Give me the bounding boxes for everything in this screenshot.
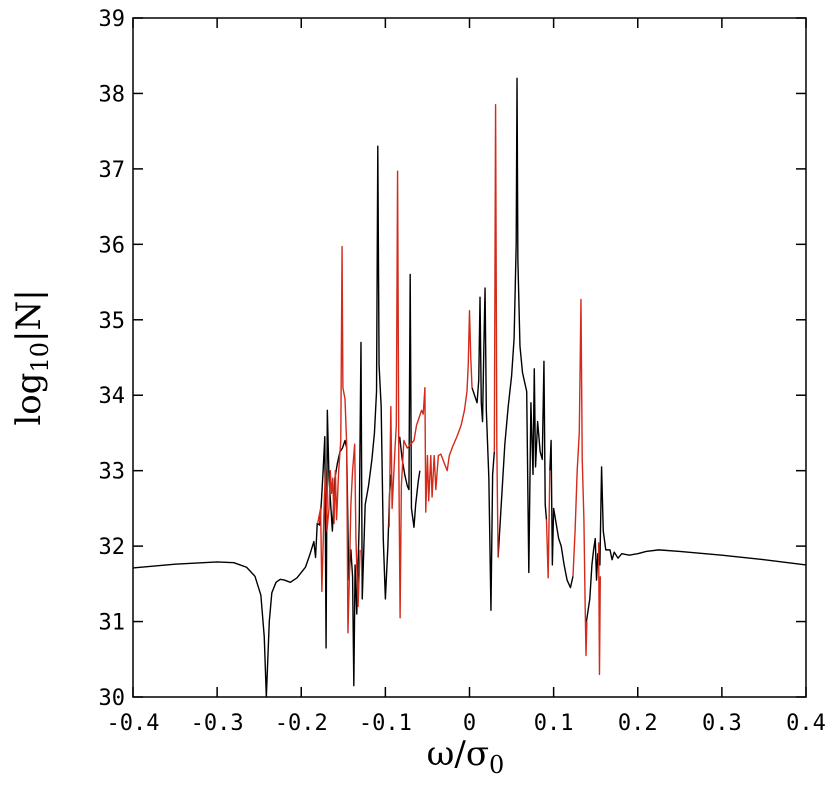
y-tick-label: 34 xyxy=(99,384,126,409)
x-tick-label: 0.2 xyxy=(618,711,658,736)
black-series-line-5 xyxy=(585,466,807,622)
black-series-line-0 xyxy=(132,145,392,698)
series-layer xyxy=(132,77,807,698)
plot-frame xyxy=(132,17,807,698)
y-axis-title-suffix: |N| xyxy=(9,289,49,342)
x-axis-title-main: ω/σ xyxy=(427,734,489,774)
x-tick-label: -0.3 xyxy=(191,711,244,736)
x-tick-label: 0.4 xyxy=(786,711,826,736)
black-series-line-3 xyxy=(497,77,548,574)
y-tick-label: 39 xyxy=(99,7,126,32)
x-tick-label: 0.1 xyxy=(534,711,574,736)
y-tick-label: 30 xyxy=(99,686,126,711)
tick-layer: -0.4 -0.3 -0.2 -0.1 0 0.1 0.2 0.3 0.4 30 31 32 33 34 3… xyxy=(99,7,826,736)
x-tick-label: -0.1 xyxy=(359,711,412,736)
x-tick-label: 0.3 xyxy=(702,711,742,736)
x-tick-label: -0.4 xyxy=(107,711,160,736)
red-series-line-6 xyxy=(316,245,361,634)
y-tick-label: 32 xyxy=(99,535,126,560)
red-series-line-11 xyxy=(597,542,602,676)
y-tick-label: 33 xyxy=(99,460,126,485)
y-tick-label: 35 xyxy=(99,309,126,334)
y-tick-label: 36 xyxy=(99,233,126,258)
red-series-line-8 xyxy=(493,104,499,558)
black-series-line-2 xyxy=(471,287,496,611)
black-series-line-1 xyxy=(398,273,421,528)
y-tick-label: 38 xyxy=(99,82,126,107)
y-axis-title: log10|N| xyxy=(9,289,54,425)
x-axis-title-subscript: 0 xyxy=(489,751,504,779)
y-tick-label: 37 xyxy=(99,158,126,183)
red-series-line-7 xyxy=(388,170,473,619)
y-tick-label: 31 xyxy=(99,611,126,636)
y-axis-title-prefix: log xyxy=(9,373,49,426)
x-tick-label: 0 xyxy=(463,711,476,736)
x-tick-label: -0.2 xyxy=(275,711,328,736)
black-series-line-4 xyxy=(549,439,574,589)
y-axis-title-subscript: 10 xyxy=(26,342,54,373)
red-series-line-10 xyxy=(572,298,588,657)
red-series-line-9 xyxy=(545,470,551,579)
x-axis-title: ω/σ0 xyxy=(427,734,505,779)
